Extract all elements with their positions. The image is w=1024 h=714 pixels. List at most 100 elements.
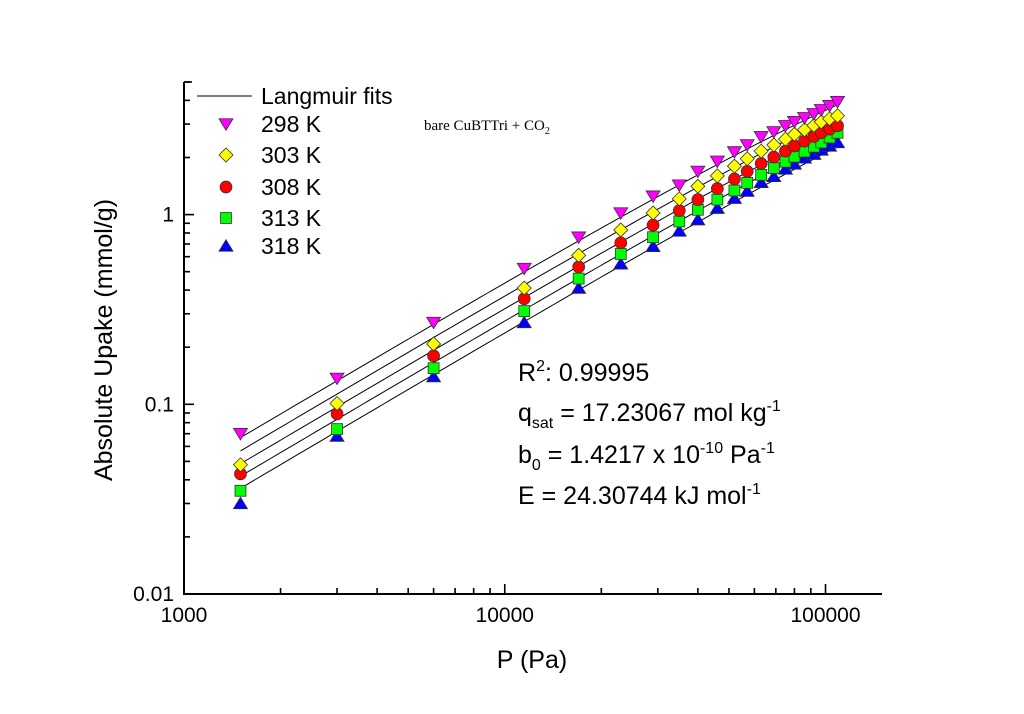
data-point-308k xyxy=(646,218,660,232)
data-point-318k xyxy=(516,315,532,329)
qsat-value: = 17.23067 mol kg xyxy=(553,399,766,427)
data-point-303k xyxy=(645,205,661,221)
y-tick-label: 1 xyxy=(162,204,174,227)
data-point-298k xyxy=(516,262,532,276)
fit-line-318k xyxy=(240,146,838,489)
data-point-318k xyxy=(425,369,442,383)
r2-value: : 0.99995 xyxy=(545,359,649,387)
data-point-298k xyxy=(709,155,726,169)
b0-annotation: b0 = 1.4217 x 10-10 Pa-1 xyxy=(518,440,775,474)
data-point-313k xyxy=(692,203,704,216)
fit-annotations: R2: 0.99995 qsat = 17.23067 mol kg-1 b0 … xyxy=(518,358,781,510)
energy-annotation: E = 24.30744 kJ mol-1 xyxy=(518,481,761,510)
y-ticks xyxy=(184,81,194,595)
legend-marker-303k xyxy=(218,147,234,163)
data-point-303k xyxy=(329,395,345,412)
data-point-303k xyxy=(753,143,769,159)
y-tick-labels: 0.01 0.1 1 xyxy=(133,204,174,606)
legend-label-308k: 308 K xyxy=(261,174,322,200)
data-point-298k xyxy=(777,120,794,133)
data-point-308k xyxy=(614,236,628,250)
data-markers xyxy=(232,95,846,510)
series-308k xyxy=(234,119,844,481)
data-point-303k xyxy=(571,247,587,263)
qsat-sub: sat xyxy=(532,415,554,432)
data-point-298k xyxy=(613,207,629,221)
data-point-318k xyxy=(726,191,743,204)
data-point-313k xyxy=(614,248,627,260)
x-tick-labels: 1000 10000 100000 xyxy=(161,604,861,627)
data-point-298k xyxy=(690,165,706,179)
data-point-308k xyxy=(767,150,781,164)
data-point-318k xyxy=(613,256,629,270)
data-point-318k xyxy=(766,169,782,183)
data-point-313k xyxy=(331,423,343,435)
data-point-318k xyxy=(753,175,769,188)
data-point-308k xyxy=(728,172,741,186)
data-point-298k xyxy=(329,372,345,386)
data-point-303k xyxy=(671,191,687,207)
b0-value: = 1.4217 x 10 xyxy=(541,441,700,469)
data-point-298k xyxy=(232,428,249,441)
data-point-318k xyxy=(645,239,661,253)
y-tick-label: 0.1 xyxy=(145,393,174,416)
data-point-303k xyxy=(739,151,755,167)
data-point-308k xyxy=(691,193,705,206)
data-point-318k xyxy=(329,428,345,442)
legend-item-298k: 298 K xyxy=(218,111,322,137)
data-point-298k xyxy=(766,126,782,139)
data-point-313k xyxy=(572,272,585,285)
data-point-303k xyxy=(829,108,846,124)
b0-label: b xyxy=(518,441,532,469)
chart-title-text: bare CuBTTri + CO xyxy=(424,118,545,134)
data-point-298k xyxy=(806,108,822,121)
energy-unit-sup: -1 xyxy=(747,481,761,498)
legend-item-318k: 318 K xyxy=(218,233,322,259)
data-point-308k xyxy=(754,157,768,170)
data-point-313k xyxy=(427,362,440,375)
x-tick-label: 10000 xyxy=(476,604,534,627)
legend-fit-label: Langmuir fits xyxy=(261,83,393,109)
legend-marker-298k xyxy=(218,118,234,132)
b0-sub: 0 xyxy=(532,457,541,474)
data-point-303k xyxy=(516,280,532,296)
data-point-298k xyxy=(570,231,587,245)
data-point-298k xyxy=(726,146,743,159)
r2-sup: 2 xyxy=(536,358,545,375)
data-point-313k xyxy=(741,176,754,189)
data-point-318k xyxy=(690,212,706,226)
y-tick-label: 0.01 xyxy=(133,583,174,606)
data-point-303k xyxy=(426,336,442,352)
legend-item-303k: 303 K xyxy=(218,142,322,168)
data-point-313k xyxy=(647,231,659,244)
chart-title-subscript: 2 xyxy=(545,126,550,137)
legend-marker-318k xyxy=(218,238,234,252)
data-point-313k xyxy=(767,162,780,174)
x-tick-label: 1000 xyxy=(161,604,208,627)
energy-value: E = 24.30744 kJ mol xyxy=(518,482,747,510)
series-303k xyxy=(232,108,846,473)
x-axis-title: P (Pa) xyxy=(497,646,567,674)
legend-label-313k: 313 K xyxy=(261,205,322,231)
r-squared-annotation: R2: 0.99995 xyxy=(518,358,649,387)
data-point-303k xyxy=(232,457,249,473)
data-point-303k xyxy=(766,137,782,153)
data-point-313k xyxy=(234,484,247,497)
data-point-313k xyxy=(518,305,531,317)
legend-label-298k: 298 K xyxy=(261,111,322,137)
legend-label-318k: 318 K xyxy=(261,233,322,259)
data-point-298k xyxy=(425,316,442,330)
data-point-303k xyxy=(613,222,629,238)
qsat-label: q xyxy=(518,399,532,427)
data-point-308k xyxy=(710,182,724,196)
x-ticks xyxy=(183,584,827,594)
data-point-303k xyxy=(726,158,742,174)
qsat-unit-sup: -1 xyxy=(767,398,781,415)
y-axis-title: Absolute Upake (mmol/g) xyxy=(90,199,118,481)
series-298k xyxy=(232,95,846,441)
data-point-298k xyxy=(645,190,661,204)
data-point-298k xyxy=(821,100,838,113)
